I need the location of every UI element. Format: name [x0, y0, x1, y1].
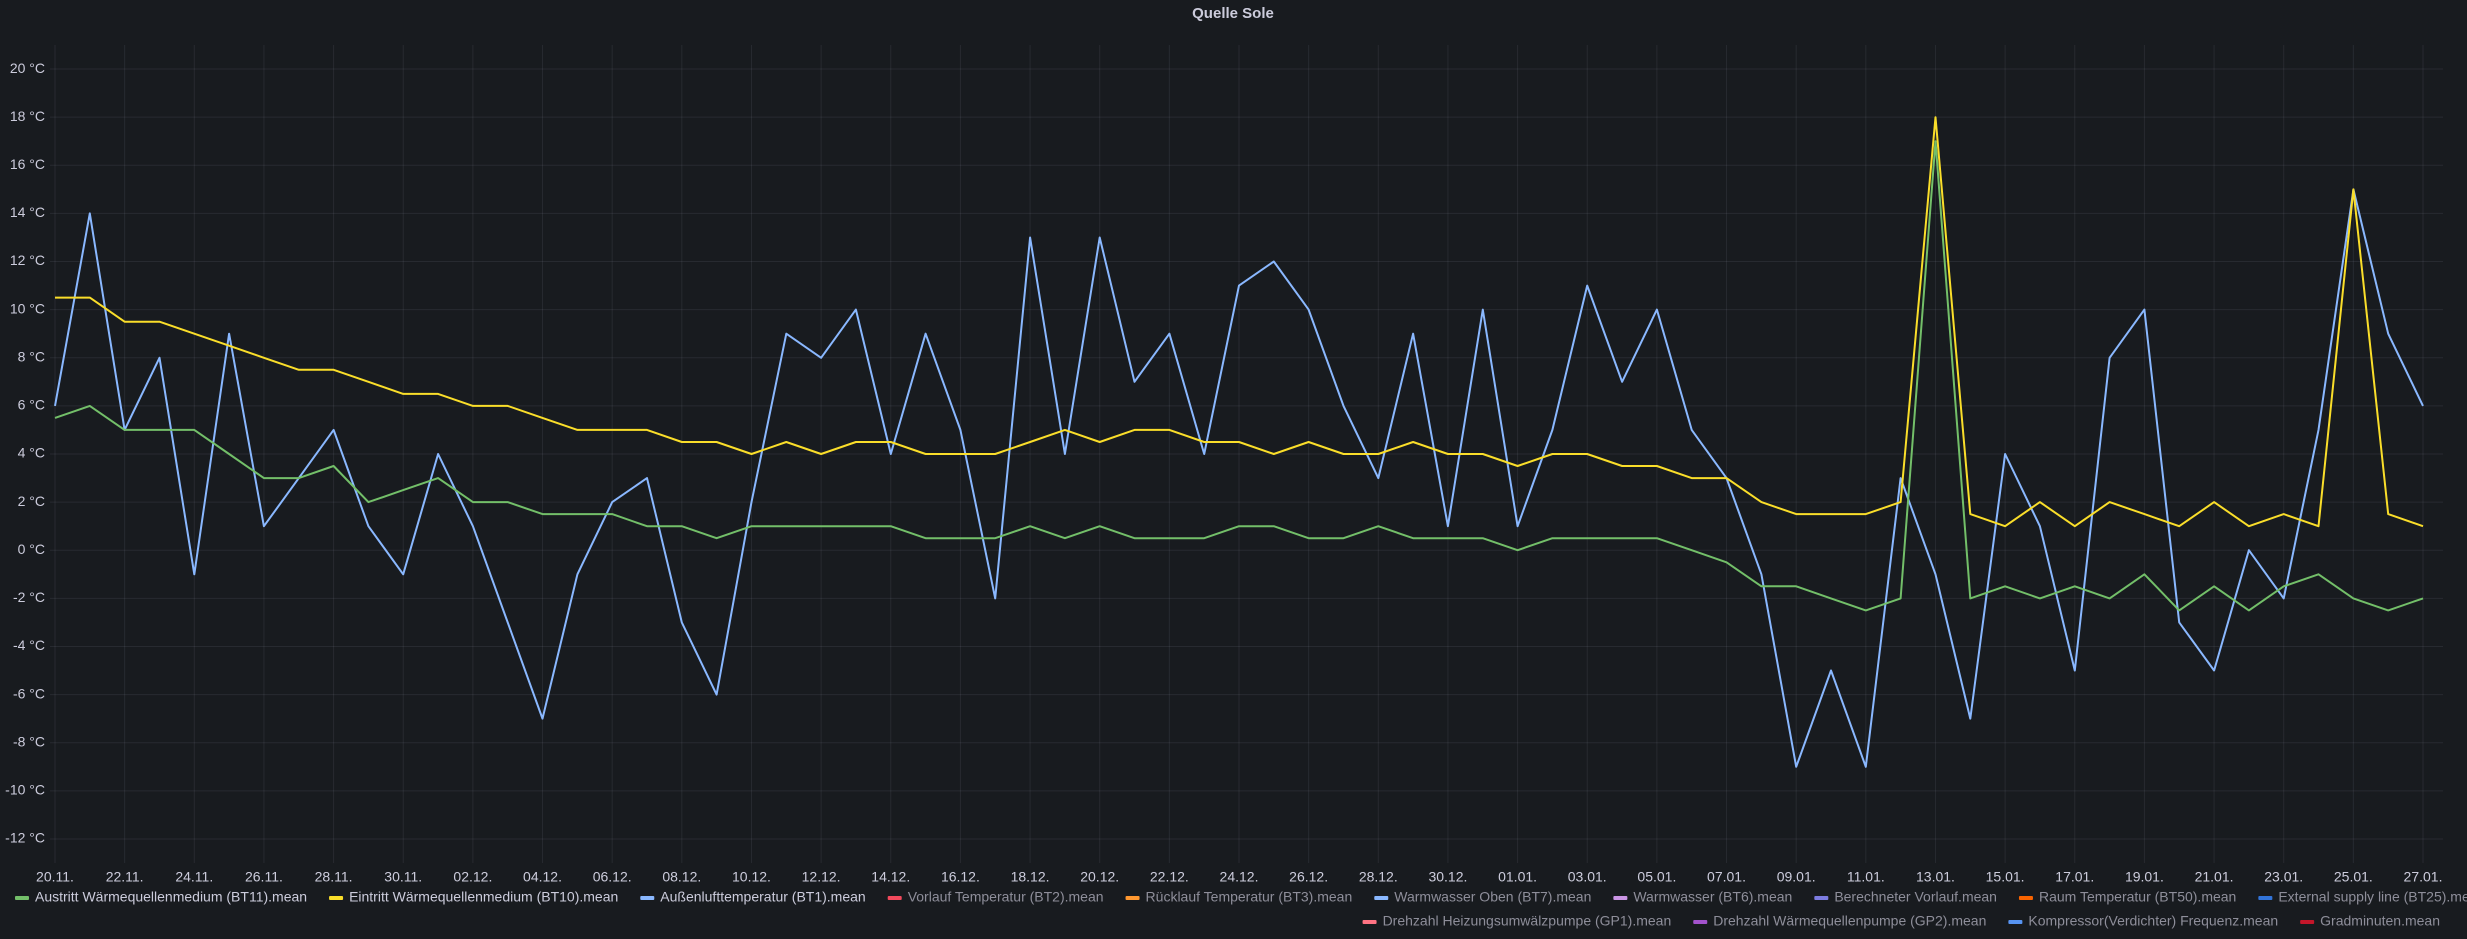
y-tick-label: -2 °C	[13, 589, 45, 605]
x-tick-label: 26.11.	[245, 869, 283, 885]
legend-entry: Außenlufttemperatur (BT1).mean	[660, 889, 865, 905]
y-tick-label: 12 °C	[10, 252, 45, 268]
legend-entry: Gradminuten.mean	[2320, 913, 2440, 929]
x-tick-label: 25.01.	[2334, 869, 2373, 885]
x-tick-label: 05.01.	[1637, 869, 1676, 885]
legend-swatch	[1374, 896, 1389, 900]
legend-entry: Kompressor(Verdichter) Frequenz.mean	[2028, 913, 2278, 929]
x-tick-label: 18.12.	[1011, 869, 1050, 885]
legend-entry: Raum Temperatur (BT50).mean	[2039, 889, 2236, 905]
x-tick-label: 27.01.	[2404, 869, 2443, 885]
y-tick-label: 10 °C	[10, 300, 45, 316]
legend-entry: Rücklauf Temperatur (BT3).mean	[1146, 889, 1353, 905]
legend-swatch	[329, 896, 344, 900]
x-tick-label: 23.01.	[2264, 869, 2303, 885]
x-tick-label: 14.12.	[871, 869, 910, 885]
y-tick-label: 6 °C	[18, 397, 45, 413]
x-tick-label: 28.11.	[315, 869, 353, 885]
x-tick-label: 13.01.	[1916, 869, 1955, 885]
x-tick-label: 21.01.	[2195, 869, 2234, 885]
y-tick-label: 14 °C	[10, 204, 45, 220]
legend-swatch	[1362, 920, 1377, 924]
legend-swatch	[2300, 920, 2315, 924]
legend-entry: Berechneter Vorlauf.mean	[1834, 889, 1997, 905]
y-tick-label: 16 °C	[10, 156, 45, 172]
legend-swatch	[887, 896, 902, 900]
legend-swatch	[2018, 896, 2033, 900]
legend-swatch	[1125, 896, 1140, 900]
x-tick-label: 24.12.	[1220, 869, 1259, 885]
chart-title: Quelle Sole	[1192, 5, 1274, 22]
legend-entry: Warmwasser Oben (BT7).mean	[1394, 889, 1591, 905]
y-tick-label: 2 °C	[18, 493, 45, 509]
legend-swatch	[15, 896, 29, 900]
x-tick-label: 19.01.	[2125, 869, 2164, 885]
x-tick-label: 20.11.	[36, 869, 74, 885]
legend-entry: Vorlauf Temperatur (BT2).mean	[908, 889, 1104, 905]
legend-entry: Drehzahl Heizungsumwälzpumpe (GP1).mean	[1383, 913, 1672, 929]
x-tick-label: 11.01.	[1847, 869, 1885, 885]
x-tick-label: 30.11.	[384, 869, 422, 885]
x-tick-label: 22.11.	[106, 869, 144, 885]
x-tick-label: 07.01.	[1707, 869, 1746, 885]
legend-swatch	[1693, 920, 1708, 924]
x-tick-label: 15.01.	[1986, 869, 2025, 885]
legend-entry: Warmwasser (BT6).mean	[1633, 889, 1792, 905]
y-tick-label: -12 °C	[5, 830, 45, 846]
x-tick-label: 01.01.	[1498, 869, 1537, 885]
y-tick-label: -10 °C	[5, 782, 45, 798]
x-tick-label: 04.12.	[523, 869, 562, 885]
x-tick-label: 28.12.	[1359, 869, 1398, 885]
x-tick-label: 09.01.	[1777, 869, 1816, 885]
x-tick-label: 26.12.	[1289, 869, 1328, 885]
y-tick-label: 4 °C	[18, 445, 45, 461]
legend-entry: Drehzahl Wärmequellenpumpe (GP2).mean	[1713, 913, 1986, 929]
series-line	[54, 140, 2424, 612]
x-tick-label: 24.11.	[175, 869, 213, 885]
x-tick-label: 08.12.	[662, 869, 701, 885]
y-tick-label: -8 °C	[13, 733, 45, 749]
y-tick-label: 8 °C	[18, 348, 45, 364]
x-tick-label: 16.12.	[941, 869, 980, 885]
legend-swatch	[2008, 920, 2023, 924]
legend-swatch	[1613, 896, 1628, 900]
x-tick-label: 03.01.	[1568, 869, 1607, 885]
x-tick-label: 02.12.	[453, 869, 492, 885]
y-tick-label: -6 °C	[13, 685, 45, 701]
x-tick-label: 30.12.	[1428, 869, 1467, 885]
x-tick-label: 12.12.	[802, 869, 841, 885]
legend-swatch	[640, 896, 655, 900]
legend-entry: Eintritt Wärmequellenmedium (BT10).mean	[349, 889, 618, 905]
y-tick-label: 0 °C	[18, 541, 45, 557]
legend-entry: Austritt Wärmequellenmedium (BT11).mean	[35, 889, 307, 905]
x-tick-label: 17.01.	[2055, 869, 2094, 885]
x-tick-label: 22.12.	[1150, 869, 1189, 885]
legend-swatch	[2258, 896, 2273, 900]
series-line	[54, 188, 2424, 768]
legend-entry: External supply line (BT25).mean	[2278, 889, 2467, 905]
x-tick-label: 06.12.	[593, 869, 632, 885]
x-tick-label: 10.12.	[732, 869, 771, 885]
legend-swatch	[1814, 896, 1829, 900]
x-tick-label: 20.12.	[1080, 869, 1119, 885]
y-tick-label: -4 °C	[13, 637, 45, 653]
y-tick-label: 18 °C	[10, 108, 45, 124]
y-tick-label: 20 °C	[10, 60, 45, 76]
series-line	[55, 116, 2424, 528]
